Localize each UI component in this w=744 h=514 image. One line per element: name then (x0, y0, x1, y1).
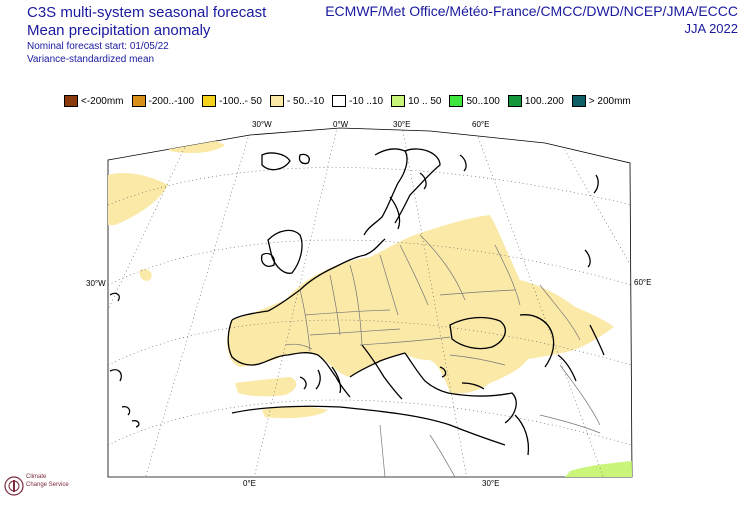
legend-item: > 200mm (571, 95, 631, 107)
lon-label-bottom-30e: 30°E (482, 479, 499, 488)
logo-line-2: Change Service (26, 482, 69, 488)
centres-list: ECMWF/Met Office/Météo-France/CMCC/DWD/N… (325, 3, 738, 19)
lat-label-right: 60°E (634, 278, 651, 287)
legend-label: <-200mm (81, 95, 124, 107)
copernicus-logo: Climate Change Service (4, 470, 94, 510)
legend-label: 10 .. 50 (408, 95, 442, 107)
legend-label: -100..- 50 (219, 95, 262, 107)
legend-item: 50..100 (449, 95, 500, 107)
method-note: Variance-standardized mean (27, 54, 155, 65)
legend-label: - 50..-10 (286, 95, 325, 107)
legend-swatch (131, 95, 146, 107)
wet-anomaly-area (565, 461, 632, 477)
legend-swatch (64, 95, 78, 107)
legend-item: -200..-100 (131, 95, 195, 107)
legend-swatch (507, 95, 522, 107)
forecast-start: Nominal forecast start: 01/05/22 (27, 41, 169, 52)
legend-label: > 200mm (588, 95, 631, 107)
legend-swatch (269, 95, 284, 107)
map-svg: 30°W 0°W 30°E 60°E 30°W 60°E 0°E 30°E (86, 120, 651, 488)
lon-label-30e: 30°E (393, 120, 410, 129)
lon-label-bottom-0e: 0°E (243, 479, 256, 488)
provider-block: ECMWF/Met Office/Météo-France/CMCC/DWD/N… (325, 2, 738, 37)
chart-title: C3S multi-system seasonal forecast (27, 4, 267, 21)
legend-swatch (449, 95, 464, 107)
legend-item: -100..- 50 (202, 95, 262, 107)
legend-swatch (391, 95, 406, 107)
legend-label: -200..-100 (148, 95, 195, 107)
legend-swatch (571, 95, 586, 107)
title-block: C3S multi-system seasonal forecast Mean … (27, 4, 266, 66)
lon-label-30w: 30°W (252, 120, 272, 129)
dry-anomaly-areas (108, 130, 614, 419)
legend-label: 50..100 (466, 95, 500, 107)
chart-subtitle: Mean precipitation anomaly (27, 22, 211, 39)
legend-label: -10 ..10 (349, 95, 384, 107)
logo-text: Climate Change Service (26, 473, 69, 489)
coastlines (109, 148, 605, 456)
map-panel: 30°W 0°W 30°E 60°E 30°W 60°E 0°E 30°E (0, 115, 744, 495)
lon-label-60e: 60°E (472, 120, 489, 129)
logo-line-1: Climate (26, 474, 47, 480)
lat-label-left: 30°W (86, 279, 106, 288)
legend-swatch (332, 95, 347, 107)
country-borders (284, 234, 601, 477)
legend-label: 100..200 (524, 95, 564, 107)
legend-item: - 50..-10 (269, 95, 325, 107)
logo-mark-icon (4, 476, 24, 496)
legend-item: -10 ..10 (332, 95, 383, 107)
lon-label-0w: 0°W (333, 120, 349, 129)
legend-item: 100..200 (507, 95, 564, 107)
legend-item: <-200mm (64, 95, 124, 107)
graticule (108, 128, 632, 477)
season-label: JJA 2022 (684, 21, 739, 36)
legend-item: 10 .. 50 (391, 95, 441, 107)
legend-swatch (202, 95, 217, 107)
legend: <-200mm -200..-100 -100..- 50 - 50..-10 -10 … (64, 94, 639, 108)
